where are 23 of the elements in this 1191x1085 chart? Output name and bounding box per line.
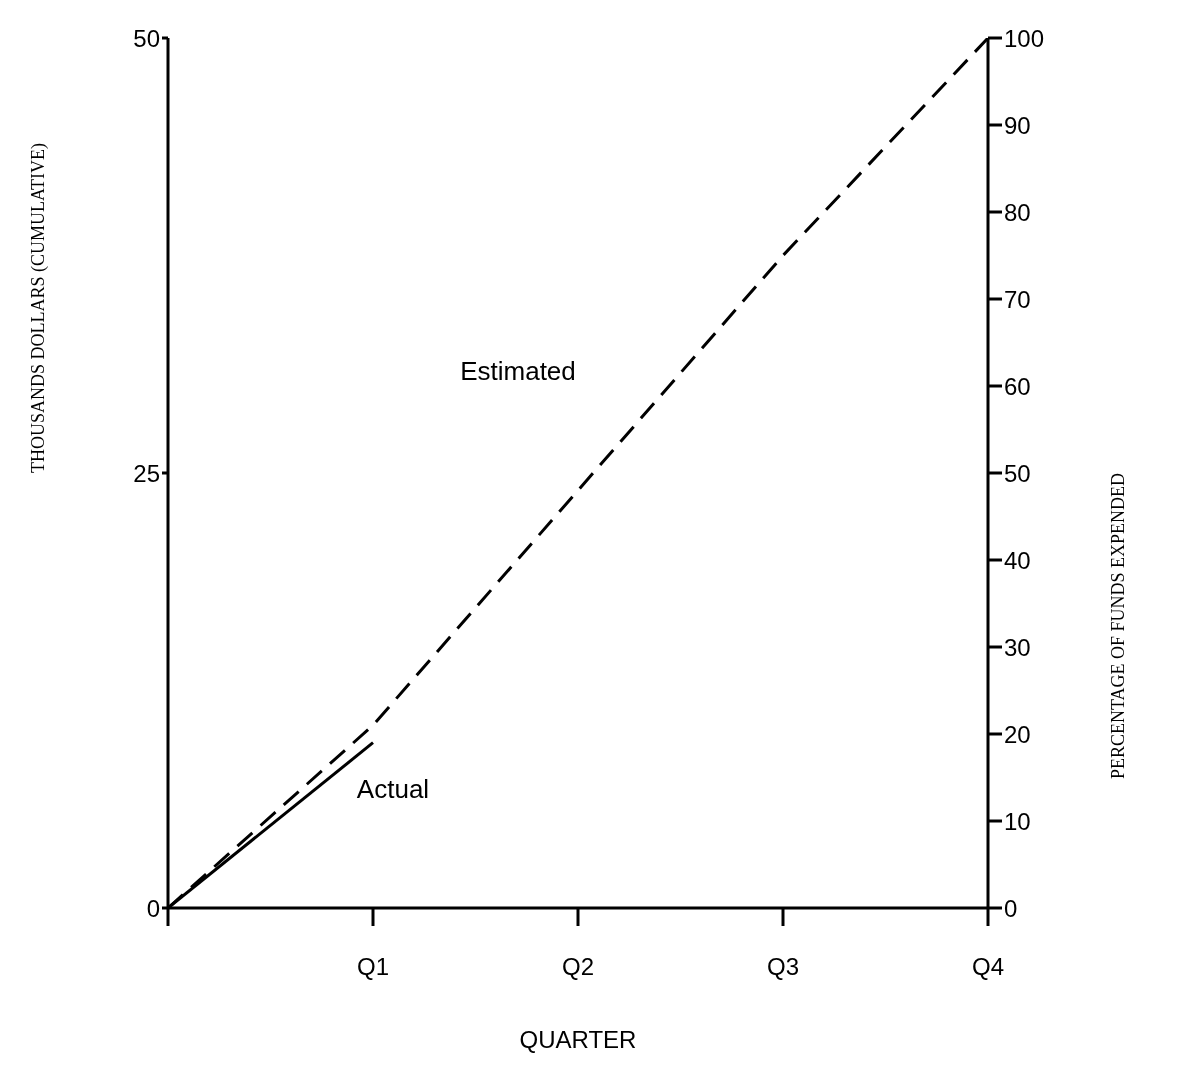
y-tick-label: 0 xyxy=(146,894,160,922)
y2-tick-label: 10 xyxy=(1004,807,1031,835)
y2-tick-label: 0 xyxy=(1004,894,1018,922)
text: Estimated xyxy=(460,356,576,387)
y2-axis-title: PERCENTAGE OF FUNDS EXPENDED xyxy=(1108,473,1129,780)
x-tick-label: Q4 xyxy=(971,953,1005,981)
x-tick-label: Q1 xyxy=(356,953,390,981)
x-axis-title: QUARTER xyxy=(519,1026,637,1053)
y-axis-title: THOUSANDS DOLLARS (CUMULATIVE) xyxy=(28,143,50,473)
y2-tick-label: 80 xyxy=(1004,198,1031,226)
y2-tick-label: 50 xyxy=(1004,459,1031,487)
y2-tick-label: 40 xyxy=(1004,546,1031,574)
y2-tick-label: 100 xyxy=(1004,24,1045,52)
y2-tick-label: 60 xyxy=(1004,372,1031,400)
y2-tick-label: 90 xyxy=(1004,111,1031,139)
x-tick-label: Q2 xyxy=(561,953,595,981)
y-tick-label: 25 xyxy=(133,459,160,487)
y2-tick-label: 20 xyxy=(1004,720,1031,748)
y2-tick-label: 70 xyxy=(1004,285,1031,313)
y-tick-label: 50 xyxy=(133,24,160,52)
series-label: Actual xyxy=(356,773,430,804)
x-tick-label: Q3 xyxy=(766,953,800,981)
y2-tick-label: 30 xyxy=(1004,633,1031,661)
